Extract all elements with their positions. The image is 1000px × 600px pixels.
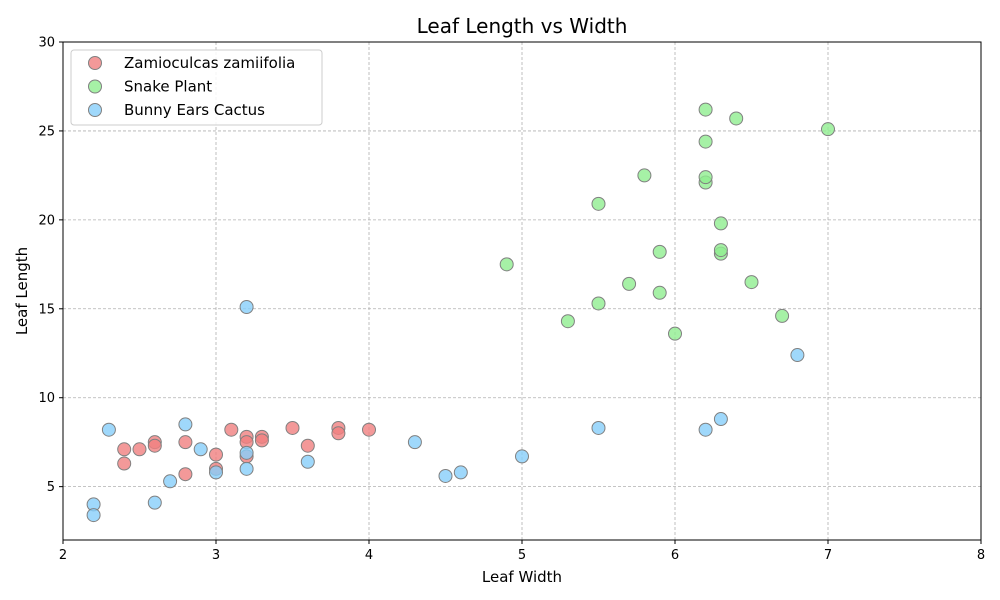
- data-point: [744, 275, 759, 290]
- data-point: [209, 465, 223, 480]
- y-axis-label: Leaf Length: [13, 247, 31, 335]
- data-point: [637, 168, 652, 183]
- data-point: [239, 445, 254, 460]
- data-point: [117, 456, 132, 471]
- data-point: [300, 438, 315, 453]
- x-tick-label: 6: [671, 548, 679, 563]
- data-point: [668, 326, 682, 341]
- x-axis-label: Leaf Width: [482, 568, 562, 586]
- data-point: [362, 422, 376, 437]
- x-tick-label: 8: [977, 548, 985, 563]
- data-point: [821, 122, 835, 137]
- legend-label: Zamioculcas zamiifolia: [124, 54, 295, 72]
- data-point: [698, 102, 713, 117]
- data-point: [438, 468, 453, 483]
- data-point: [790, 348, 805, 363]
- y-tick-label: 5: [47, 480, 55, 495]
- legend-label: Snake Plant: [124, 78, 212, 96]
- data-point: [698, 170, 713, 185]
- data-point: [163, 474, 178, 489]
- legend-box: [70, 49, 323, 126]
- data-point: [300, 454, 315, 469]
- data-point: [285, 420, 300, 435]
- data-point: [622, 276, 637, 291]
- data-point: [652, 285, 667, 300]
- data-point: [591, 420, 606, 435]
- data-point: [178, 467, 193, 482]
- data-point: [117, 442, 132, 457]
- data-point: [698, 422, 713, 437]
- x-tick-label: 7: [824, 548, 832, 563]
- data-point: [713, 412, 728, 427]
- data-point: [591, 296, 606, 311]
- data-point: [775, 308, 790, 323]
- data-point: [209, 447, 223, 462]
- data-points: [86, 102, 835, 523]
- data-point: [713, 216, 728, 231]
- data-point: [101, 422, 116, 437]
- data-point: [729, 111, 744, 126]
- legend-marker: [88, 56, 102, 70]
- chart-title: Leaf Length vs Width: [417, 14, 628, 38]
- data-point: [147, 495, 162, 510]
- data-point: [132, 442, 147, 457]
- x-tick-label: 5: [518, 548, 526, 563]
- data-point: [147, 438, 162, 453]
- data-point: [499, 257, 514, 272]
- axis-ticks: 2 3 4 5 6 7 8 5 10 15 20 25 30: [38, 36, 985, 564]
- y-tick-label: 15: [38, 302, 55, 317]
- legend-marker: [88, 79, 102, 94]
- y-tick-label: 20: [38, 213, 55, 228]
- data-point: [560, 314, 575, 329]
- x-tick-label: 4: [365, 548, 373, 563]
- data-point: [254, 433, 269, 448]
- data-point: [86, 508, 101, 523]
- data-point: [453, 465, 468, 480]
- legend-label: Bunny Ears Cactus: [124, 101, 265, 119]
- x-tick-label: 3: [212, 548, 220, 563]
- data-point: [224, 422, 239, 437]
- data-point: [239, 300, 254, 315]
- data-point: [178, 435, 193, 450]
- y-tick-label: 30: [38, 36, 55, 51]
- data-point: [652, 244, 667, 259]
- data-point: [698, 134, 713, 149]
- y-tick-label: 10: [38, 391, 55, 406]
- y-tick-label: 25: [38, 124, 55, 139]
- legend-marker: [88, 103, 102, 117]
- data-point: [591, 196, 606, 211]
- data-point: [331, 426, 346, 441]
- data-point: [178, 417, 193, 432]
- data-point: [407, 435, 422, 450]
- data-point: [515, 449, 529, 464]
- data-point: [193, 442, 208, 457]
- x-tick-label: 2: [59, 548, 67, 563]
- data-point: [713, 243, 728, 258]
- legend: Zamioculcas zamiifolia Snake Plant Bunny E…: [70, 49, 323, 126]
- data-point: [239, 461, 254, 476]
